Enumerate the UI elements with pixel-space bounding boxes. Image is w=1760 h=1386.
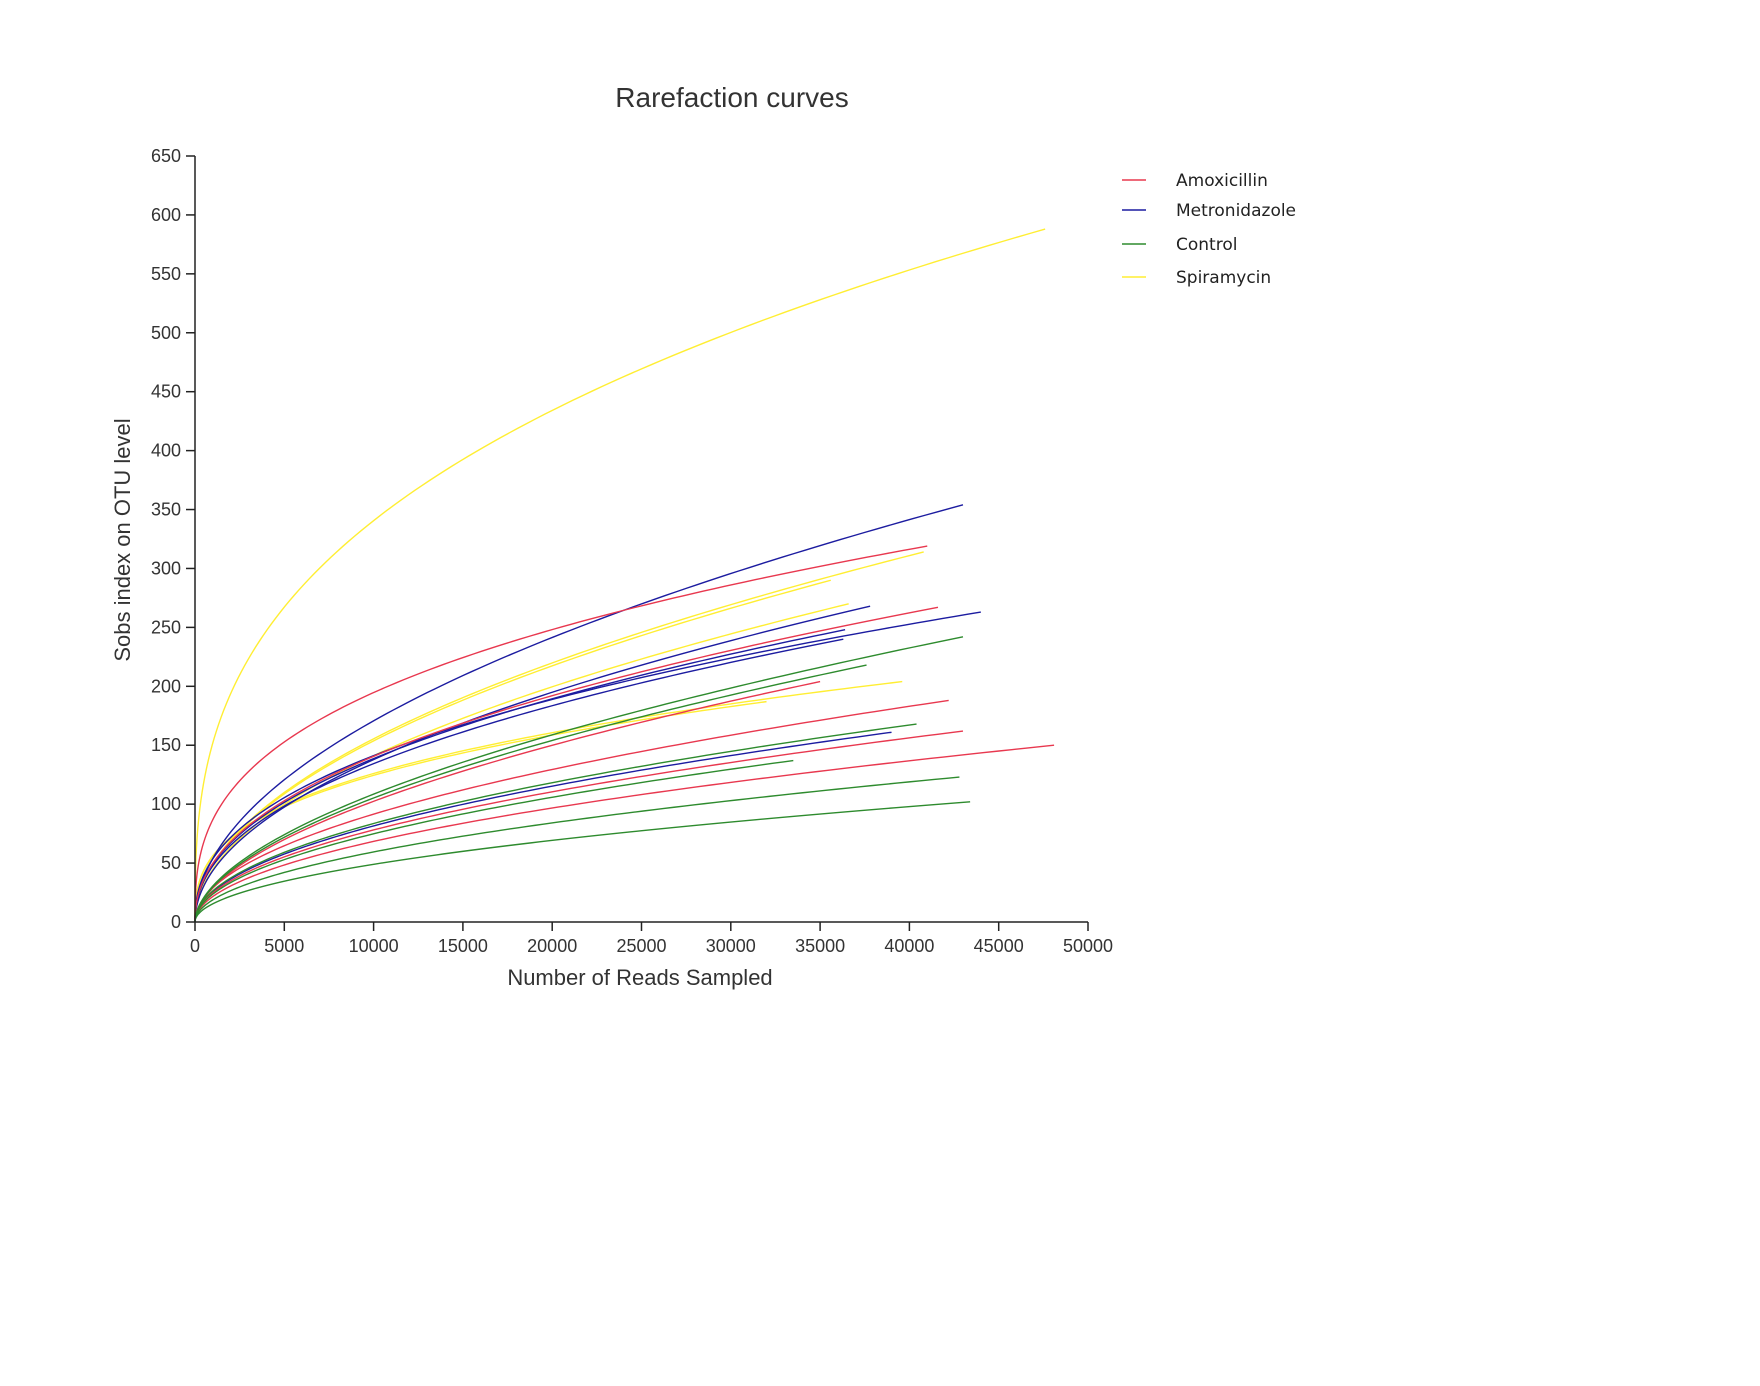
series-line-metronidazole bbox=[194, 504, 964, 923]
y-tick-label: 250 bbox=[151, 617, 181, 637]
series-line-control bbox=[194, 664, 867, 923]
x-tick-label: 0 bbox=[190, 936, 200, 956]
series-line-spiramycin bbox=[194, 700, 767, 923]
y-tick-label: 600 bbox=[151, 205, 181, 225]
y-tick-label: 150 bbox=[151, 735, 181, 755]
x-tick-label: 10000 bbox=[349, 936, 399, 956]
x-axis-label: Number of Reads Sampled bbox=[507, 965, 772, 990]
x-tick-label: 15000 bbox=[438, 936, 488, 956]
series-line-amoxicillin bbox=[194, 606, 939, 923]
series-line-spiramycin bbox=[194, 603, 849, 923]
y-tick-label: 300 bbox=[151, 558, 181, 578]
series-line-control bbox=[194, 776, 960, 923]
y-axis-label: Sobs index on OTU level bbox=[110, 418, 135, 661]
series-line-spiramycin bbox=[194, 228, 1046, 923]
y-axis-ticks: 0 50 100 150 200 250 300 350 400 450 500 550 600 650 bbox=[151, 146, 195, 932]
series-line-metronidazole bbox=[194, 605, 871, 923]
series-line-amoxicillin bbox=[194, 744, 1055, 923]
x-tick-label: 50000 bbox=[1063, 936, 1113, 956]
plot-area bbox=[194, 228, 1055, 923]
x-tick-label: 45000 bbox=[974, 936, 1024, 956]
legend-label-control: Control bbox=[1176, 235, 1237, 255]
series-line-control bbox=[194, 801, 971, 923]
series-line-amoxicillin bbox=[194, 545, 928, 923]
x-tick-label: 30000 bbox=[706, 936, 756, 956]
x-tick-label: 20000 bbox=[527, 936, 577, 956]
y-tick-label: 50 bbox=[161, 853, 181, 873]
x-tick-label: 5000 bbox=[264, 936, 304, 956]
y-tick-label: 0 bbox=[171, 912, 181, 932]
x-tick-label: 35000 bbox=[795, 936, 845, 956]
x-axis-ticks: 0 5000 10000 15000 20000 25000 30000 35000 40000… bbox=[190, 922, 1113, 956]
y-tick-label: 350 bbox=[151, 500, 181, 520]
legend: Amoxicillin Metronidazole Control Spiramyci… bbox=[1122, 171, 1296, 288]
y-tick-label: 400 bbox=[151, 441, 181, 461]
series-line-spiramycin bbox=[194, 680, 903, 923]
x-tick-label: 40000 bbox=[884, 936, 934, 956]
x-tick-label: 25000 bbox=[616, 936, 666, 956]
legend-label-amoxicillin: Amoxicillin bbox=[1176, 171, 1268, 191]
series-line-amoxicillin bbox=[194, 730, 964, 923]
y-tick-label: 500 bbox=[151, 323, 181, 343]
y-tick-label: 550 bbox=[151, 264, 181, 284]
series-line-control bbox=[194, 723, 917, 923]
chart-title: Rarefaction curves bbox=[615, 82, 848, 113]
series-line-amoxicillin bbox=[194, 699, 949, 923]
series-line-control bbox=[194, 636, 964, 923]
legend-label-metronidazole: Metronidazole bbox=[1176, 201, 1296, 221]
y-tick-label: 200 bbox=[151, 676, 181, 696]
series-line-metronidazole bbox=[194, 638, 844, 923]
y-tick-label: 650 bbox=[151, 146, 181, 166]
series-line-control bbox=[194, 759, 794, 923]
legend-label-spiramycin: Spiramycin bbox=[1176, 268, 1271, 288]
y-tick-label: 450 bbox=[151, 382, 181, 402]
y-tick-label: 100 bbox=[151, 794, 181, 814]
